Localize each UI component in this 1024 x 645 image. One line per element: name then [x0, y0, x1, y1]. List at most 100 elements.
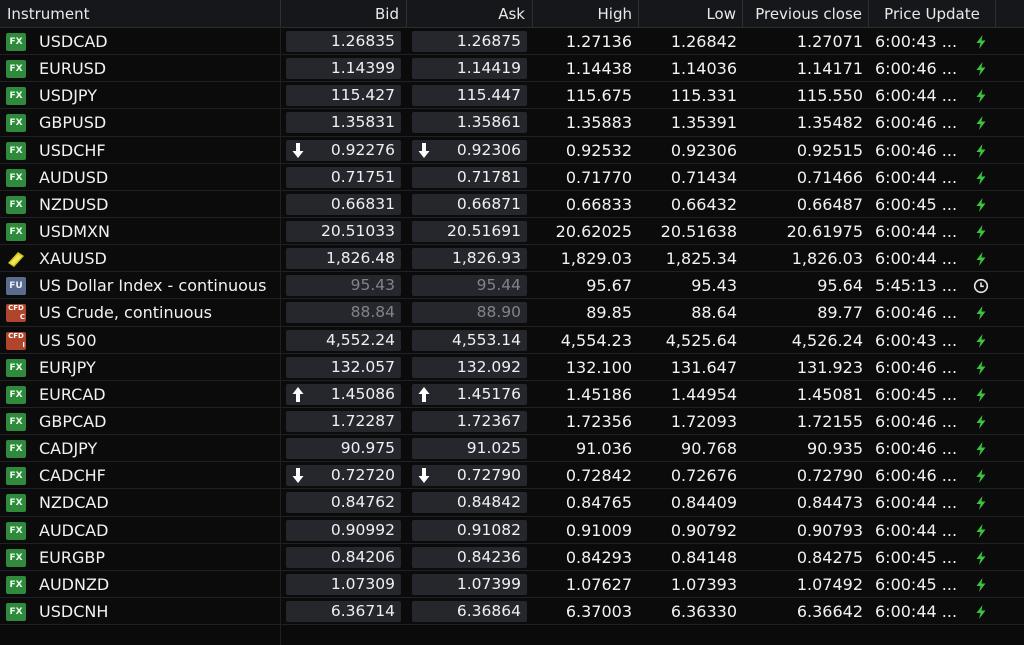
previous-close-value: 1.45081 — [796, 384, 863, 404]
column-header-ask[interactable]: Ask — [406, 0, 532, 27]
instrument-name[interactable]: EURCAD — [39, 384, 106, 404]
ask-price-button[interactable]: 95.44 — [412, 275, 527, 297]
instrument-name[interactable]: US Dollar Index - continuous — [39, 276, 267, 296]
table-row[interactable]: FX AUDNZD 1.07309 1.07399 1.07627 1.07393 1.07… — [0, 570, 1024, 598]
bid-price-button[interactable]: 1.14399 — [286, 58, 401, 80]
bid-price-button[interactable]: 132.057 — [286, 356, 401, 378]
instrument-name[interactable]: GBPUSD — [39, 113, 107, 133]
instrument-name[interactable]: AUDCAD — [39, 520, 109, 540]
instrument-name[interactable]: XAUUSD — [39, 249, 107, 269]
table-row[interactable]: FX USDMXN 20.51033 20.51691 20.62025 20.51638… — [0, 217, 1024, 246]
column-header-high[interactable]: High — [532, 0, 638, 27]
instrument-name[interactable]: USDCAD — [39, 32, 108, 51]
ask-price-button[interactable]: 1.35861 — [412, 112, 527, 134]
ask-price-button[interactable]: 1.14419 — [412, 58, 527, 80]
instrument-name[interactable]: US 500 — [39, 330, 97, 350]
table-row[interactable]: FX CADCHF 0.72720 0.72790 0.72842 0.72676 0.72… — [0, 462, 1024, 490]
bid-price-button[interactable]: 0.90992 — [286, 519, 401, 541]
column-header-previous-close[interactable]: Previous close — [742, 0, 868, 27]
ask-price-button[interactable]: 1.72367 — [412, 410, 527, 432]
bid-price-button[interactable]: 0.84762 — [286, 492, 401, 514]
table-row[interactable]: CFD I US 500 4,552.24 4,553.14 4,554.23 4,525.… — [0, 326, 1024, 354]
down-arrow-icon — [292, 142, 304, 159]
instrument-name[interactable]: USDCHF — [39, 140, 106, 160]
instrument-name[interactable]: USDMXN — [39, 221, 110, 241]
bid-price-button[interactable]: 1,826.48 — [286, 248, 401, 270]
bid-price-button[interactable]: 1.26835 — [286, 31, 401, 52]
column-header-low[interactable]: Low — [638, 0, 742, 27]
ask-price-button[interactable]: 6.36864 — [412, 600, 527, 622]
instrument-name[interactable]: EURGBP — [39, 547, 105, 567]
bid-price-button[interactable]: 4,552.24 — [286, 329, 401, 351]
ask-price-button[interactable]: 132.092 — [412, 356, 527, 378]
ask-price-button[interactable]: 0.84842 — [412, 492, 527, 514]
ask-price-button[interactable]: 91.025 — [412, 438, 527, 460]
bid-price-button[interactable]: 6.36714 — [286, 600, 401, 622]
table-row[interactable]: FX NZDCAD 0.84762 0.84842 0.84765 0.84409 0.84… — [0, 489, 1024, 517]
bid-price-button[interactable]: 0.71751 — [286, 166, 401, 188]
table-row[interactable]: XAUUSD 1,826.48 1,826.93 1,829.03 1,825.34 1,… — [0, 245, 1024, 273]
ask-price-button[interactable]: 1.45176 — [412, 383, 527, 405]
table-row[interactable]: FX EURGBP 0.84206 0.84236 0.84293 0.84148 0.84… — [0, 543, 1024, 571]
table-row[interactable]: FX NZDUSD 0.66831 0.66871 0.66833 0.66432 0.66… — [0, 190, 1024, 218]
bid-price-button[interactable]: 90.975 — [286, 438, 401, 460]
bid-price-button[interactable]: 0.72720 — [286, 465, 401, 487]
table-row[interactable]: FX EURCAD 1.45086 1.45176 1.45186 1.44954 1.45… — [0, 380, 1024, 408]
ask-price-button[interactable]: 0.71781 — [412, 166, 527, 188]
ask-price-button[interactable]: 1.07399 — [412, 573, 527, 595]
table-row[interactable]: FX AUDUSD 0.71751 0.71781 0.71770 0.71434 0.71… — [0, 163, 1024, 191]
instrument-name[interactable]: EURUSD — [39, 59, 107, 79]
bid-price-button[interactable]: 95.43 — [286, 275, 401, 297]
bid-price-button[interactable]: 1.35831 — [286, 112, 401, 134]
instrument-name[interactable]: EURJPY — [39, 357, 96, 377]
table-row[interactable]: CFD C US Crude, continuous 88.84 88.90 89.85 8… — [0, 299, 1024, 327]
table-row[interactable]: FX USDJPY 115.427 115.447 115.675 115.331 115.… — [0, 82, 1024, 110]
table-row[interactable]: FX CADJPY 90.975 91.025 91.036 90.768 90.935 6:… — [0, 435, 1024, 463]
instrument-name[interactable]: USDCNH — [39, 601, 109, 621]
instrument-name[interactable]: NZDUSD — [39, 194, 109, 214]
table-row[interactable]: FX GBPCAD 1.72287 1.72367 1.72356 1.72093 1.72… — [0, 407, 1024, 436]
high-value: 0.84765 — [565, 493, 632, 513]
table-row[interactable]: FX EURUSD 1.14399 1.14419 1.14438 1.14036 1.14… — [0, 55, 1024, 83]
bid-price-button[interactable]: 88.84 — [286, 302, 401, 324]
bid-price-button[interactable]: 115.427 — [286, 85, 401, 107]
bid-price-button[interactable]: 0.66831 — [286, 193, 401, 215]
table-row[interactable]: FX GBPUSD 1.35831 1.35861 1.35883 1.35391 1.35… — [0, 109, 1024, 137]
column-header-bid[interactable]: Bid — [280, 0, 406, 27]
bid-price-button[interactable]: 1.07309 — [286, 573, 401, 595]
instrument-name[interactable]: GBPCAD — [39, 411, 107, 431]
table-row[interactable]: FX EURJPY 132.057 132.092 132.100 131.647 131.… — [0, 353, 1024, 381]
ask-price-button[interactable]: 1.26875 — [412, 31, 527, 52]
instrument-name[interactable]: NZDCAD — [39, 493, 109, 513]
ask-price-button[interactable]: 115.447 — [412, 85, 527, 107]
column-header-instrument[interactable]: Instrument — [7, 5, 90, 23]
instrument-name[interactable]: CADJPY — [39, 439, 98, 459]
column-header-price-update[interactable]: Price Update — [868, 0, 995, 27]
table-row[interactable]: FX AUDCAD 0.90992 0.91082 0.91009 0.90792 0.90… — [0, 516, 1024, 544]
table-row[interactable]: FU US Dollar Index - continuous 95.43 95.44… — [0, 272, 1024, 300]
bid-value: 1.35831 — [330, 113, 395, 132]
ask-price-button[interactable]: 20.51691 — [412, 220, 527, 242]
instrument-name[interactable]: AUDUSD — [39, 167, 109, 187]
ask-price-button[interactable]: 0.66871 — [412, 193, 527, 215]
table-row[interactable]: FX USDCNH 6.36714 6.36864 6.37003 6.36330 6.36… — [0, 597, 1024, 626]
bid-price-button[interactable]: 1.72287 — [286, 410, 401, 432]
ask-price-button[interactable]: 4,553.14 — [412, 329, 527, 351]
ask-price-button[interactable]: 0.72790 — [412, 465, 527, 487]
bid-price-button[interactable]: 1.45086 — [286, 383, 401, 405]
ask-price-button[interactable]: 0.91082 — [412, 519, 527, 541]
bid-price-button[interactable]: 0.92276 — [286, 139, 401, 161]
table-row[interactable]: FX USDCAD 1.26835 1.26875 1.27136 1.26842 1.27… — [0, 28, 1024, 56]
bid-price-button[interactable]: 0.84206 — [286, 546, 401, 568]
instrument-name[interactable]: USDJPY — [39, 86, 97, 106]
ask-price-button[interactable]: 0.92306 — [412, 139, 527, 161]
ask-price-button[interactable]: 0.84236 — [412, 546, 527, 568]
instrument-name[interactable]: AUDNZD — [39, 574, 110, 594]
price-update-time: 6:00:45 ... — [875, 194, 958, 214]
table-row[interactable]: FX USDCHF 0.92276 0.92306 0.92532 0.92306 0.92… — [0, 136, 1024, 164]
instrument-name[interactable]: US Crude, continuous — [39, 303, 213, 323]
bid-price-button[interactable]: 20.51033 — [286, 220, 401, 242]
instrument-name[interactable]: CADCHF — [39, 466, 106, 486]
ask-price-button[interactable]: 1,826.93 — [412, 248, 527, 270]
ask-price-button[interactable]: 88.90 — [412, 302, 527, 324]
